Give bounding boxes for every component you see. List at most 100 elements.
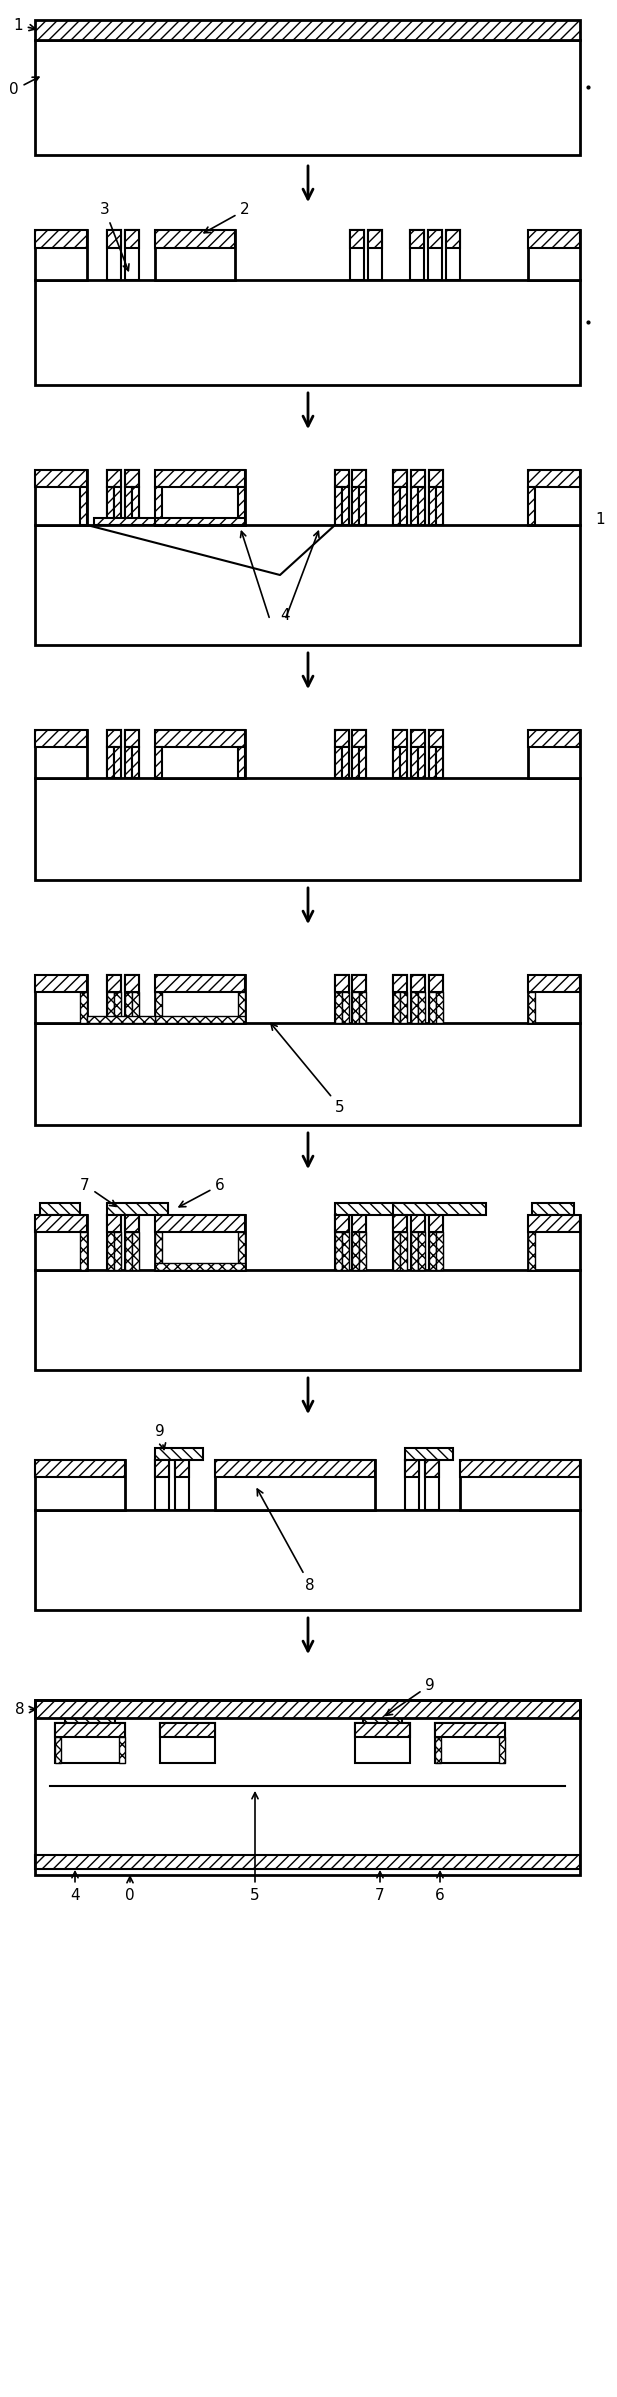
Bar	[155, 230, 235, 280]
Bar	[155, 518, 245, 525]
Bar	[352, 976, 366, 992]
Bar	[107, 487, 114, 525]
Bar	[359, 487, 366, 525]
Bar	[335, 1232, 342, 1270]
Bar	[35, 19, 580, 41]
Bar	[393, 992, 400, 1024]
Text: 8: 8	[257, 1489, 315, 1592]
Bar	[125, 1215, 139, 1232]
Bar	[160, 1723, 215, 1738]
Bar	[125, 731, 139, 779]
Bar	[335, 470, 349, 487]
Bar	[160, 1723, 215, 1764]
Text: 0: 0	[9, 77, 39, 98]
Bar	[40, 1203, 80, 1215]
Bar	[393, 470, 407, 487]
Bar	[393, 748, 400, 779]
Bar	[35, 525, 580, 645]
Bar	[528, 230, 580, 247]
Bar	[35, 1699, 580, 1874]
Bar	[393, 1215, 407, 1270]
Bar	[528, 976, 580, 1024]
Bar	[55, 1738, 61, 1764]
Bar	[436, 748, 443, 779]
Bar	[352, 976, 366, 1024]
Bar	[393, 731, 407, 748]
Text: 0: 0	[125, 1877, 135, 1903]
Bar	[155, 1460, 169, 1477]
Bar	[350, 230, 364, 247]
Bar	[411, 731, 425, 779]
Bar	[125, 976, 139, 992]
Bar	[335, 487, 342, 525]
Bar	[352, 1215, 366, 1270]
Bar	[410, 230, 424, 247]
Bar	[528, 470, 580, 525]
Bar	[35, 1460, 125, 1477]
Bar	[215, 1460, 375, 1510]
Bar	[352, 1215, 366, 1232]
Text: 7: 7	[375, 1872, 385, 1903]
Bar	[125, 1232, 132, 1270]
Bar	[125, 470, 139, 525]
Bar	[335, 1215, 349, 1232]
Bar	[359, 748, 366, 779]
Bar	[393, 1203, 486, 1215]
Bar	[80, 487, 87, 525]
Bar	[132, 487, 139, 525]
Bar	[342, 748, 349, 779]
Bar	[107, 230, 121, 280]
Bar	[342, 1232, 349, 1270]
Bar	[155, 230, 235, 247]
Bar	[411, 1232, 418, 1270]
Bar	[80, 992, 87, 1024]
Bar	[393, 487, 400, 525]
Bar	[429, 992, 436, 1024]
Bar	[429, 470, 443, 487]
Bar	[132, 748, 139, 779]
Text: 5: 5	[271, 1024, 345, 1115]
Bar	[335, 731, 349, 748]
Bar	[428, 230, 442, 280]
Bar	[155, 1448, 203, 1460]
Bar	[215, 1460, 375, 1477]
Bar	[125, 230, 139, 247]
Bar	[125, 992, 132, 1024]
Bar	[411, 976, 425, 1024]
Bar	[411, 1215, 425, 1270]
Bar	[393, 976, 407, 1024]
Bar	[35, 470, 87, 525]
Bar	[528, 731, 580, 779]
Bar	[155, 1215, 245, 1270]
Bar	[436, 487, 443, 525]
Bar	[35, 1460, 125, 1510]
Bar	[411, 470, 425, 487]
Bar	[400, 748, 407, 779]
Bar	[352, 470, 366, 525]
Bar	[429, 731, 443, 779]
Bar	[238, 992, 245, 1024]
Bar	[175, 1460, 189, 1510]
Bar	[400, 992, 407, 1024]
Text: 5: 5	[250, 1793, 260, 1903]
Bar	[429, 748, 436, 779]
Bar	[352, 992, 359, 1024]
Bar	[429, 1215, 443, 1270]
Bar	[528, 470, 580, 487]
Text: 1: 1	[595, 513, 605, 527]
Bar	[87, 1016, 155, 1024]
Bar	[446, 230, 460, 280]
Bar	[411, 748, 418, 779]
Bar	[435, 1738, 441, 1764]
Bar	[393, 976, 407, 992]
Bar	[175, 1460, 189, 1477]
Bar	[35, 230, 87, 280]
Bar	[35, 976, 87, 992]
Bar	[107, 748, 114, 779]
Bar	[125, 487, 132, 525]
Bar	[35, 1855, 580, 1870]
Bar	[352, 1232, 359, 1270]
Bar	[393, 1215, 407, 1232]
Bar	[350, 230, 364, 280]
Bar	[528, 1215, 580, 1232]
